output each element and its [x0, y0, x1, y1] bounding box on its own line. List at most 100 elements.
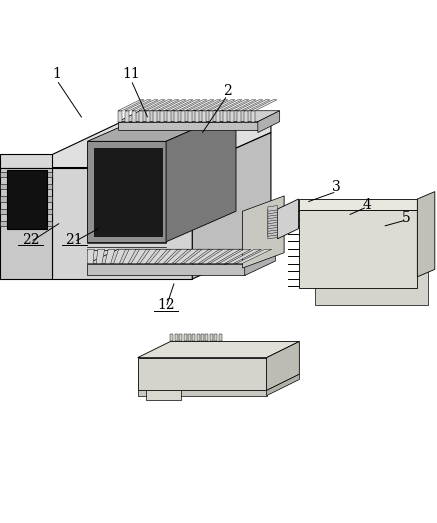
Polygon shape	[0, 209, 52, 214]
Polygon shape	[138, 358, 267, 390]
Polygon shape	[146, 100, 172, 111]
Polygon shape	[267, 342, 299, 390]
Polygon shape	[105, 249, 115, 264]
Polygon shape	[244, 111, 248, 122]
Polygon shape	[184, 334, 187, 342]
Polygon shape	[205, 334, 208, 342]
Polygon shape	[114, 249, 125, 264]
Polygon shape	[237, 111, 241, 122]
Polygon shape	[202, 111, 206, 122]
Polygon shape	[52, 117, 271, 167]
Polygon shape	[139, 100, 165, 111]
Polygon shape	[218, 334, 222, 342]
Polygon shape	[118, 111, 122, 122]
Polygon shape	[268, 206, 277, 211]
Polygon shape	[118, 111, 280, 122]
Polygon shape	[174, 100, 200, 111]
Polygon shape	[230, 100, 256, 111]
Polygon shape	[251, 111, 255, 122]
Polygon shape	[7, 170, 47, 229]
Polygon shape	[96, 249, 104, 264]
Polygon shape	[192, 249, 219, 264]
Polygon shape	[210, 334, 213, 342]
Polygon shape	[210, 249, 240, 264]
Polygon shape	[87, 249, 94, 264]
Polygon shape	[227, 249, 261, 264]
Polygon shape	[157, 249, 178, 264]
Polygon shape	[267, 374, 299, 396]
Polygon shape	[245, 249, 275, 276]
Polygon shape	[299, 210, 417, 288]
Polygon shape	[268, 223, 277, 229]
Polygon shape	[0, 184, 52, 189]
Polygon shape	[132, 111, 136, 122]
Polygon shape	[139, 111, 143, 122]
Polygon shape	[87, 264, 245, 276]
Polygon shape	[202, 100, 228, 111]
Polygon shape	[167, 100, 193, 111]
Text: 11: 11	[122, 66, 140, 81]
Polygon shape	[268, 213, 277, 219]
Text: 21: 21	[66, 233, 83, 247]
Polygon shape	[197, 334, 200, 342]
Polygon shape	[131, 249, 146, 264]
Polygon shape	[122, 249, 136, 264]
Polygon shape	[138, 390, 267, 396]
Polygon shape	[174, 111, 178, 122]
Polygon shape	[268, 231, 277, 236]
Polygon shape	[140, 249, 157, 264]
Polygon shape	[188, 334, 191, 342]
Polygon shape	[209, 100, 235, 111]
Polygon shape	[153, 100, 179, 111]
Polygon shape	[118, 122, 258, 130]
Polygon shape	[188, 100, 214, 111]
Polygon shape	[268, 208, 277, 214]
Polygon shape	[277, 199, 298, 239]
Polygon shape	[175, 249, 198, 264]
Polygon shape	[236, 249, 272, 264]
Polygon shape	[149, 249, 167, 264]
Polygon shape	[167, 111, 171, 122]
Polygon shape	[160, 111, 164, 122]
Polygon shape	[188, 111, 192, 122]
Text: 12: 12	[157, 298, 175, 312]
Polygon shape	[87, 111, 236, 141]
Polygon shape	[0, 172, 52, 177]
Polygon shape	[268, 211, 277, 216]
Polygon shape	[315, 230, 428, 305]
Polygon shape	[195, 111, 199, 122]
Text: 2: 2	[223, 84, 232, 98]
Polygon shape	[52, 167, 192, 279]
Polygon shape	[192, 133, 271, 279]
Polygon shape	[138, 342, 299, 358]
Polygon shape	[181, 111, 185, 122]
Polygon shape	[214, 334, 217, 342]
Polygon shape	[0, 197, 52, 202]
Polygon shape	[243, 196, 284, 268]
Text: 5: 5	[402, 211, 411, 225]
Polygon shape	[146, 390, 181, 400]
Polygon shape	[87, 249, 275, 264]
Polygon shape	[184, 249, 209, 264]
Polygon shape	[209, 111, 213, 122]
Polygon shape	[87, 141, 166, 242]
Polygon shape	[268, 218, 277, 224]
Polygon shape	[170, 334, 173, 342]
Polygon shape	[237, 100, 263, 111]
Text: 22: 22	[22, 233, 39, 247]
Polygon shape	[132, 100, 158, 111]
Polygon shape	[223, 100, 249, 111]
Polygon shape	[146, 111, 150, 122]
Polygon shape	[166, 249, 188, 264]
Text: 3: 3	[332, 180, 341, 194]
Polygon shape	[216, 100, 242, 111]
Polygon shape	[118, 100, 144, 111]
Text: 1: 1	[52, 66, 61, 81]
Polygon shape	[179, 334, 182, 342]
Polygon shape	[181, 100, 207, 111]
Polygon shape	[0, 167, 52, 279]
Polygon shape	[125, 100, 151, 111]
Polygon shape	[94, 148, 162, 236]
Polygon shape	[160, 100, 186, 111]
Polygon shape	[268, 221, 277, 226]
